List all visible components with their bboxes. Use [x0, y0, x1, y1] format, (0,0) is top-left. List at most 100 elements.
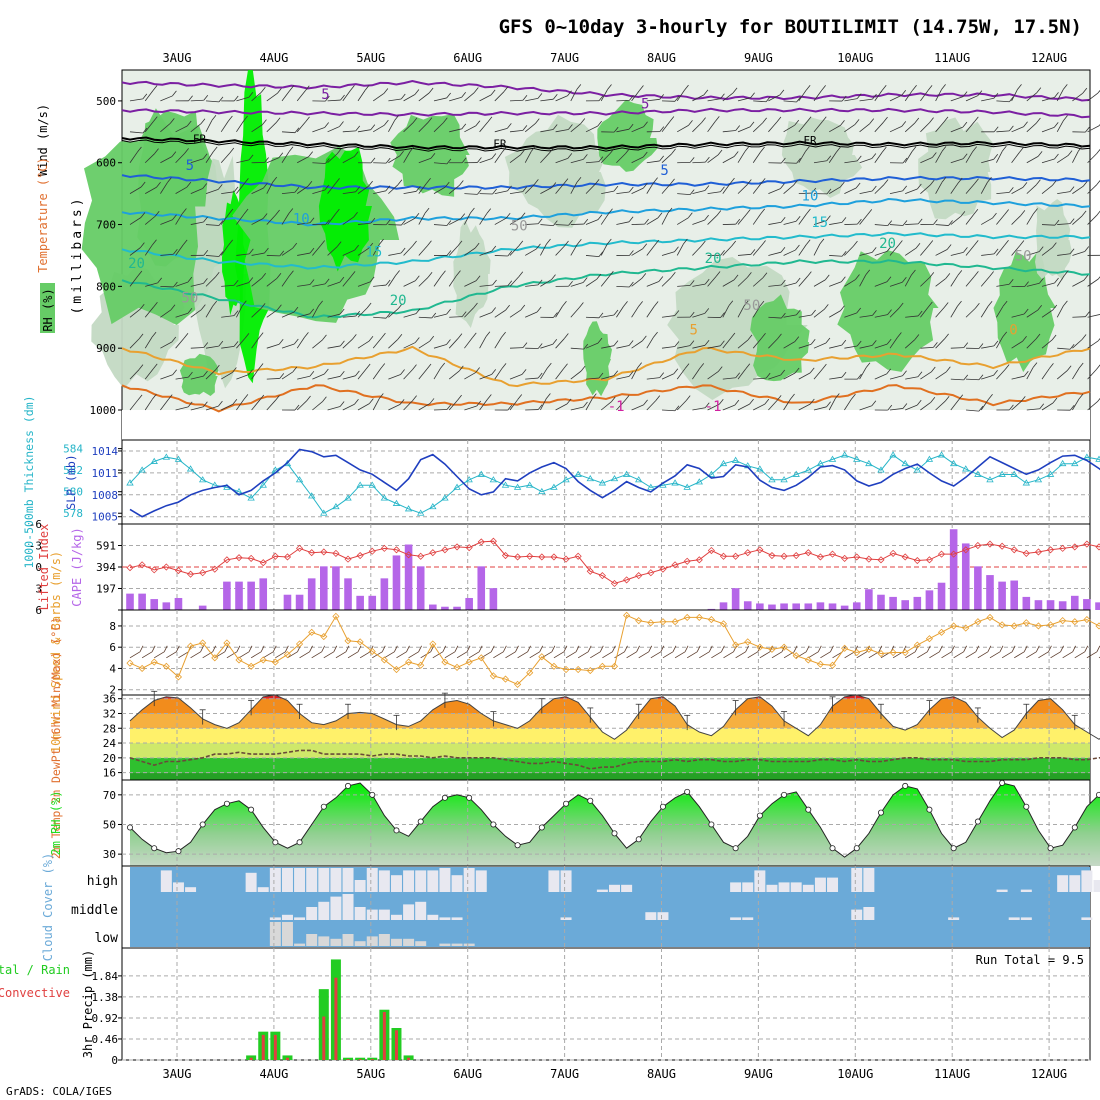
wind-barbs-upper: [129, 84, 1100, 412]
wind-barb: [388, 275, 396, 287]
lifted-index-point: [417, 552, 425, 560]
wind10m-barb: [154, 651, 165, 659]
wind10m-point: [538, 653, 546, 661]
wind-barb: [144, 244, 153, 256]
wind-barb: [190, 221, 204, 225]
wind10m-barb-flag: [563, 645, 568, 652]
cape-bar: [1058, 601, 1067, 610]
cape-ylabel: CAPE (J/kg): [70, 527, 84, 606]
wind-barb-flag: [385, 312, 391, 319]
wind-barb-flag: [412, 395, 417, 401]
wind-barb-flag: [546, 238, 551, 245]
wind-barb: [1056, 275, 1065, 287]
wind10m-point: [296, 640, 304, 648]
wind-barb-flag: [1096, 364, 1100, 370]
wind-barb: [570, 182, 578, 194]
thickness-point: [174, 455, 183, 462]
wind10m-point: [562, 665, 570, 674]
thickness-point: [138, 466, 146, 473]
wind-barb: [692, 344, 706, 349]
below-ground-area: [122, 410, 1090, 440]
wind-barb-flag: [441, 270, 446, 276]
wind-barb-flag: [568, 124, 573, 130]
wind10m-barb-flag: [672, 645, 677, 652]
wind-barb: [509, 99, 524, 102]
wind-barb: [540, 98, 554, 102]
wind10m-point: [1034, 622, 1043, 630]
rh2m-point: [538, 824, 545, 831]
thickness-point: [465, 476, 473, 483]
wind10m-point: [962, 624, 970, 632]
wind-barb-flag: [684, 363, 690, 369]
wind-barb: [981, 97, 995, 102]
wind10m-barb-flag: [200, 645, 204, 652]
wind-barb: [1041, 96, 1055, 102]
wind-barb-flag: [793, 179, 798, 186]
wind-barb: [737, 277, 748, 287]
wind-barb-flag: [518, 240, 524, 247]
wind-barb-flag: [887, 309, 892, 315]
wind-barb: [828, 310, 841, 318]
cape-bar: [223, 581, 231, 610]
wind-barb-flag: [203, 401, 208, 407]
wind-barb: [813, 220, 827, 225]
y-tick-label: -6: [29, 518, 42, 531]
wind-barb: [965, 151, 974, 163]
precip-convective-bar: [346, 1059, 350, 1060]
rh2m-area: [130, 783, 1100, 866]
wind10m-barb: [650, 651, 662, 659]
wind-barb: [859, 405, 873, 411]
wind-barb-flag: [887, 404, 893, 411]
wind-barb: [1072, 251, 1085, 256]
temp-band: [130, 772, 1090, 780]
wind-barb-flag: [898, 240, 903, 246]
wind-barb: [859, 214, 869, 225]
wind-barb-flag: [1002, 331, 1008, 338]
wind-barb: [570, 158, 584, 164]
contour-label: 10: [293, 211, 310, 227]
wind-barb-flag: [653, 177, 658, 183]
cape-bar: [150, 599, 159, 610]
wind-barb-flag: [856, 307, 862, 314]
rh2m-point: [950, 845, 957, 852]
contour-label: -1: [608, 399, 625, 415]
wind-barb: [403, 313, 417, 318]
wind-barb: [281, 371, 294, 380]
wind-barb: [844, 160, 858, 164]
wind-barb-flag: [653, 301, 659, 307]
wind10m-point: [138, 664, 146, 673]
wind-barb: [889, 125, 902, 133]
wind-barb-flag: [564, 333, 569, 339]
wind-barb-flag: [183, 333, 189, 339]
wind-barb-flag: [1009, 187, 1014, 193]
wind-barb: [449, 316, 463, 318]
thickness-point: [1010, 470, 1018, 477]
wind-barb-flag: [446, 250, 452, 256]
wind-barb: [981, 158, 994, 164]
wind10m-point: [768, 645, 776, 653]
thickness-point: [1046, 470, 1055, 477]
wind-barb-flag: [553, 312, 558, 318]
wind-barb-flag: [929, 272, 935, 278]
rh2m-point: [369, 791, 376, 798]
wind-barb-flag: [871, 400, 877, 406]
wind-barb-flag: [659, 126, 665, 132]
wind-barb-flag: [776, 116, 782, 123]
precip-convective-bar: [358, 1059, 362, 1060]
y-tick-label: 197: [96, 583, 116, 596]
wind-barb: [1026, 367, 1034, 380]
wind-barb-flag: [151, 331, 157, 338]
wind10m-point: [526, 669, 534, 677]
wind-barb: [357, 340, 370, 349]
wind-barb: [965, 95, 979, 102]
wind-barb-flag: [475, 275, 481, 281]
cape-bar: [768, 604, 776, 610]
cloud-bar-high: [621, 884, 633, 892]
wind-barb-flag: [1038, 246, 1044, 252]
wind-barb: [160, 156, 173, 164]
cloud-bar-low: [415, 941, 427, 946]
wind-barb: [266, 277, 278, 287]
cape-bar: [865, 589, 873, 610]
cloud-bar-middle: [851, 909, 863, 920]
wind-barb: [905, 376, 919, 380]
